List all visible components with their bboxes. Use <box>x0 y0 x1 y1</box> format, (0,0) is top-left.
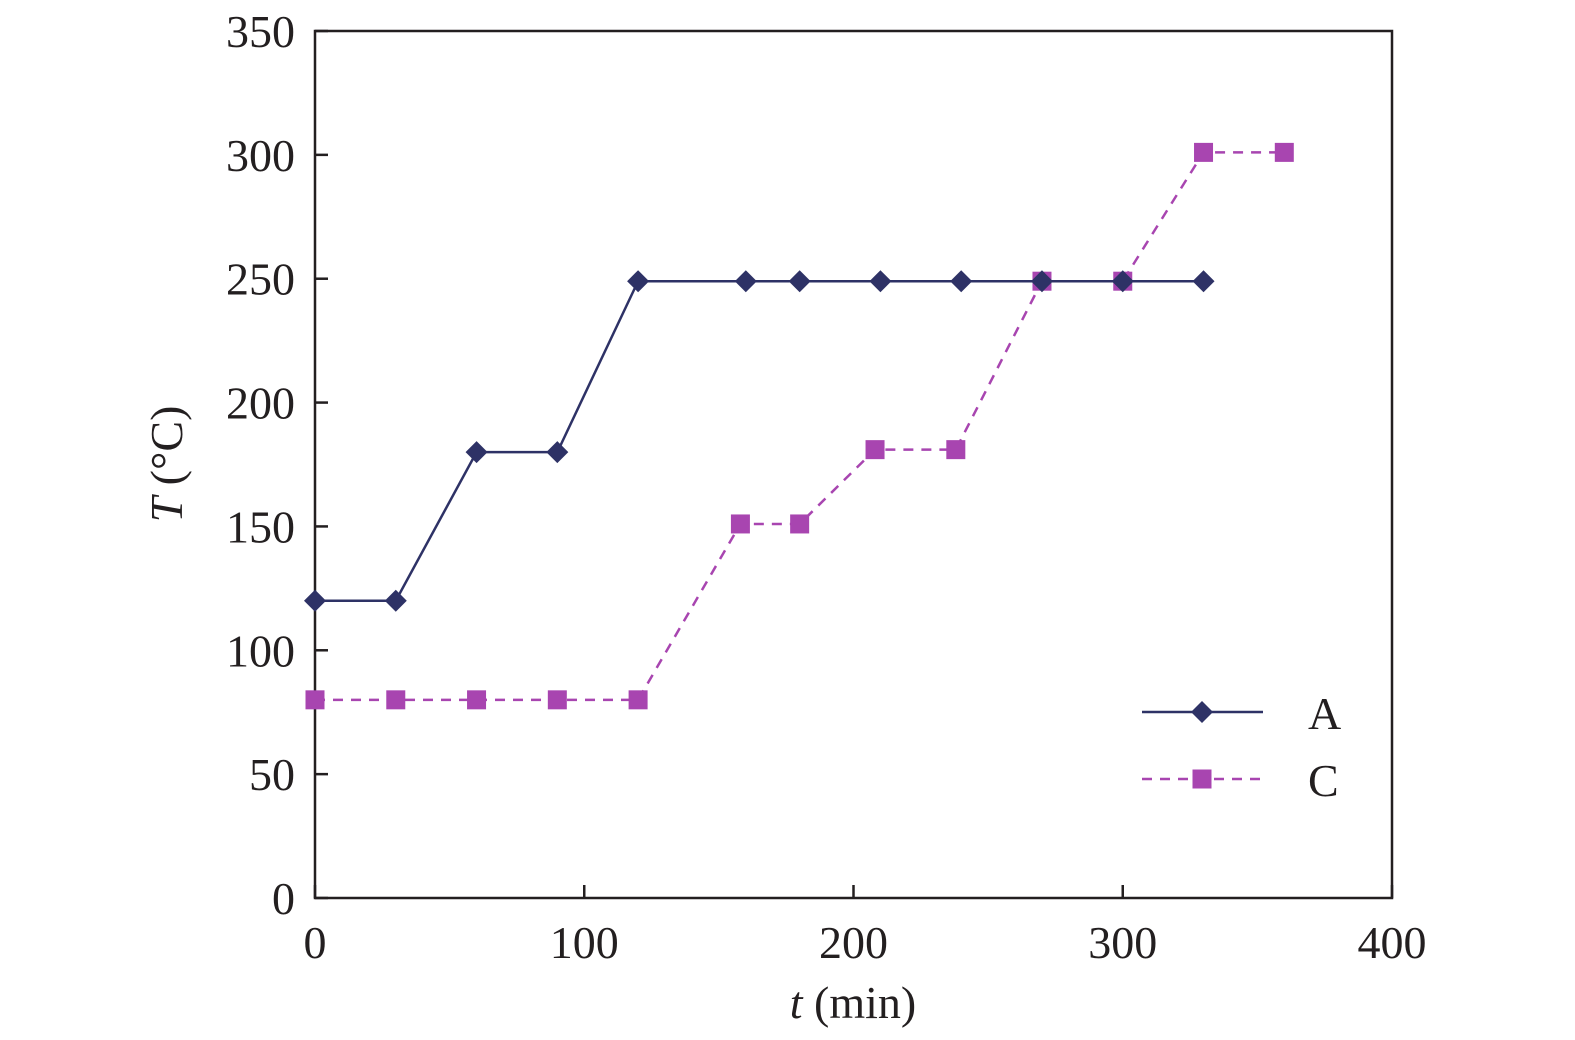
series-a-point <box>734 270 757 293</box>
series-a-point <box>546 441 569 464</box>
x-tick-label: 200 <box>819 917 888 968</box>
series-c-point <box>628 690 648 710</box>
series-c-point <box>1274 142 1294 162</box>
series-c-line <box>315 151 1285 702</box>
plot-frame <box>313 29 1394 900</box>
series-c-point <box>386 690 406 710</box>
legend-marker-c <box>1192 769 1212 789</box>
legend-label-c: C <box>1308 755 1339 806</box>
x-axis-title: t (min) <box>790 977 916 1028</box>
series-a-point <box>1192 270 1215 293</box>
x-tick-label: 300 <box>1088 917 1157 968</box>
legend-item-c: C <box>1142 755 1339 806</box>
y-tick-label: 200 <box>226 378 295 429</box>
series-a-point <box>1030 270 1053 293</box>
legend-item-a: A <box>1142 688 1341 739</box>
series-c-point <box>865 440 885 460</box>
series-c-point <box>467 690 487 710</box>
series-a-point <box>950 270 973 293</box>
series-a-point <box>304 589 326 612</box>
series-a-point <box>384 589 407 612</box>
series-a-point <box>627 270 650 293</box>
series-layer <box>304 142 1294 710</box>
series-a-point <box>788 270 811 293</box>
y-axis-title: T (°C) <box>141 406 192 523</box>
y-tick-label: 100 <box>226 625 295 676</box>
series-c-point <box>790 514 810 534</box>
legend-marker-a <box>1191 701 1213 723</box>
x-tick-label: 100 <box>550 917 619 968</box>
series-a-point <box>465 441 488 464</box>
series-c-point <box>946 440 966 460</box>
series-c-point <box>730 514 750 534</box>
series-a-line <box>315 279 1204 602</box>
series-a <box>304 270 1215 612</box>
series-a-point <box>869 270 892 293</box>
y-tick-label: 0 <box>272 873 295 924</box>
series-a-point <box>1111 270 1134 293</box>
legend-label-a: A <box>1308 688 1341 739</box>
x-tick-label: 400 <box>1358 917 1427 968</box>
y-tick-label: 300 <box>226 130 295 181</box>
y-tick-label: 250 <box>226 254 295 305</box>
series-c <box>305 142 1294 710</box>
x-tick-label: 0 <box>304 917 327 968</box>
legend: AC <box>1142 688 1341 806</box>
y-tick-label: 350 <box>226 6 295 57</box>
series-c-point <box>547 690 567 710</box>
x-axis: 0 100 200 300 400 <box>304 885 1427 968</box>
y-tick-label: 150 <box>226 501 295 552</box>
series-c-point <box>1194 142 1214 162</box>
y-tick-label: 50 <box>249 749 295 800</box>
y-axis: 0 50 100 150 200 250 300 350 <box>226 6 328 924</box>
series-c-point <box>305 690 325 710</box>
